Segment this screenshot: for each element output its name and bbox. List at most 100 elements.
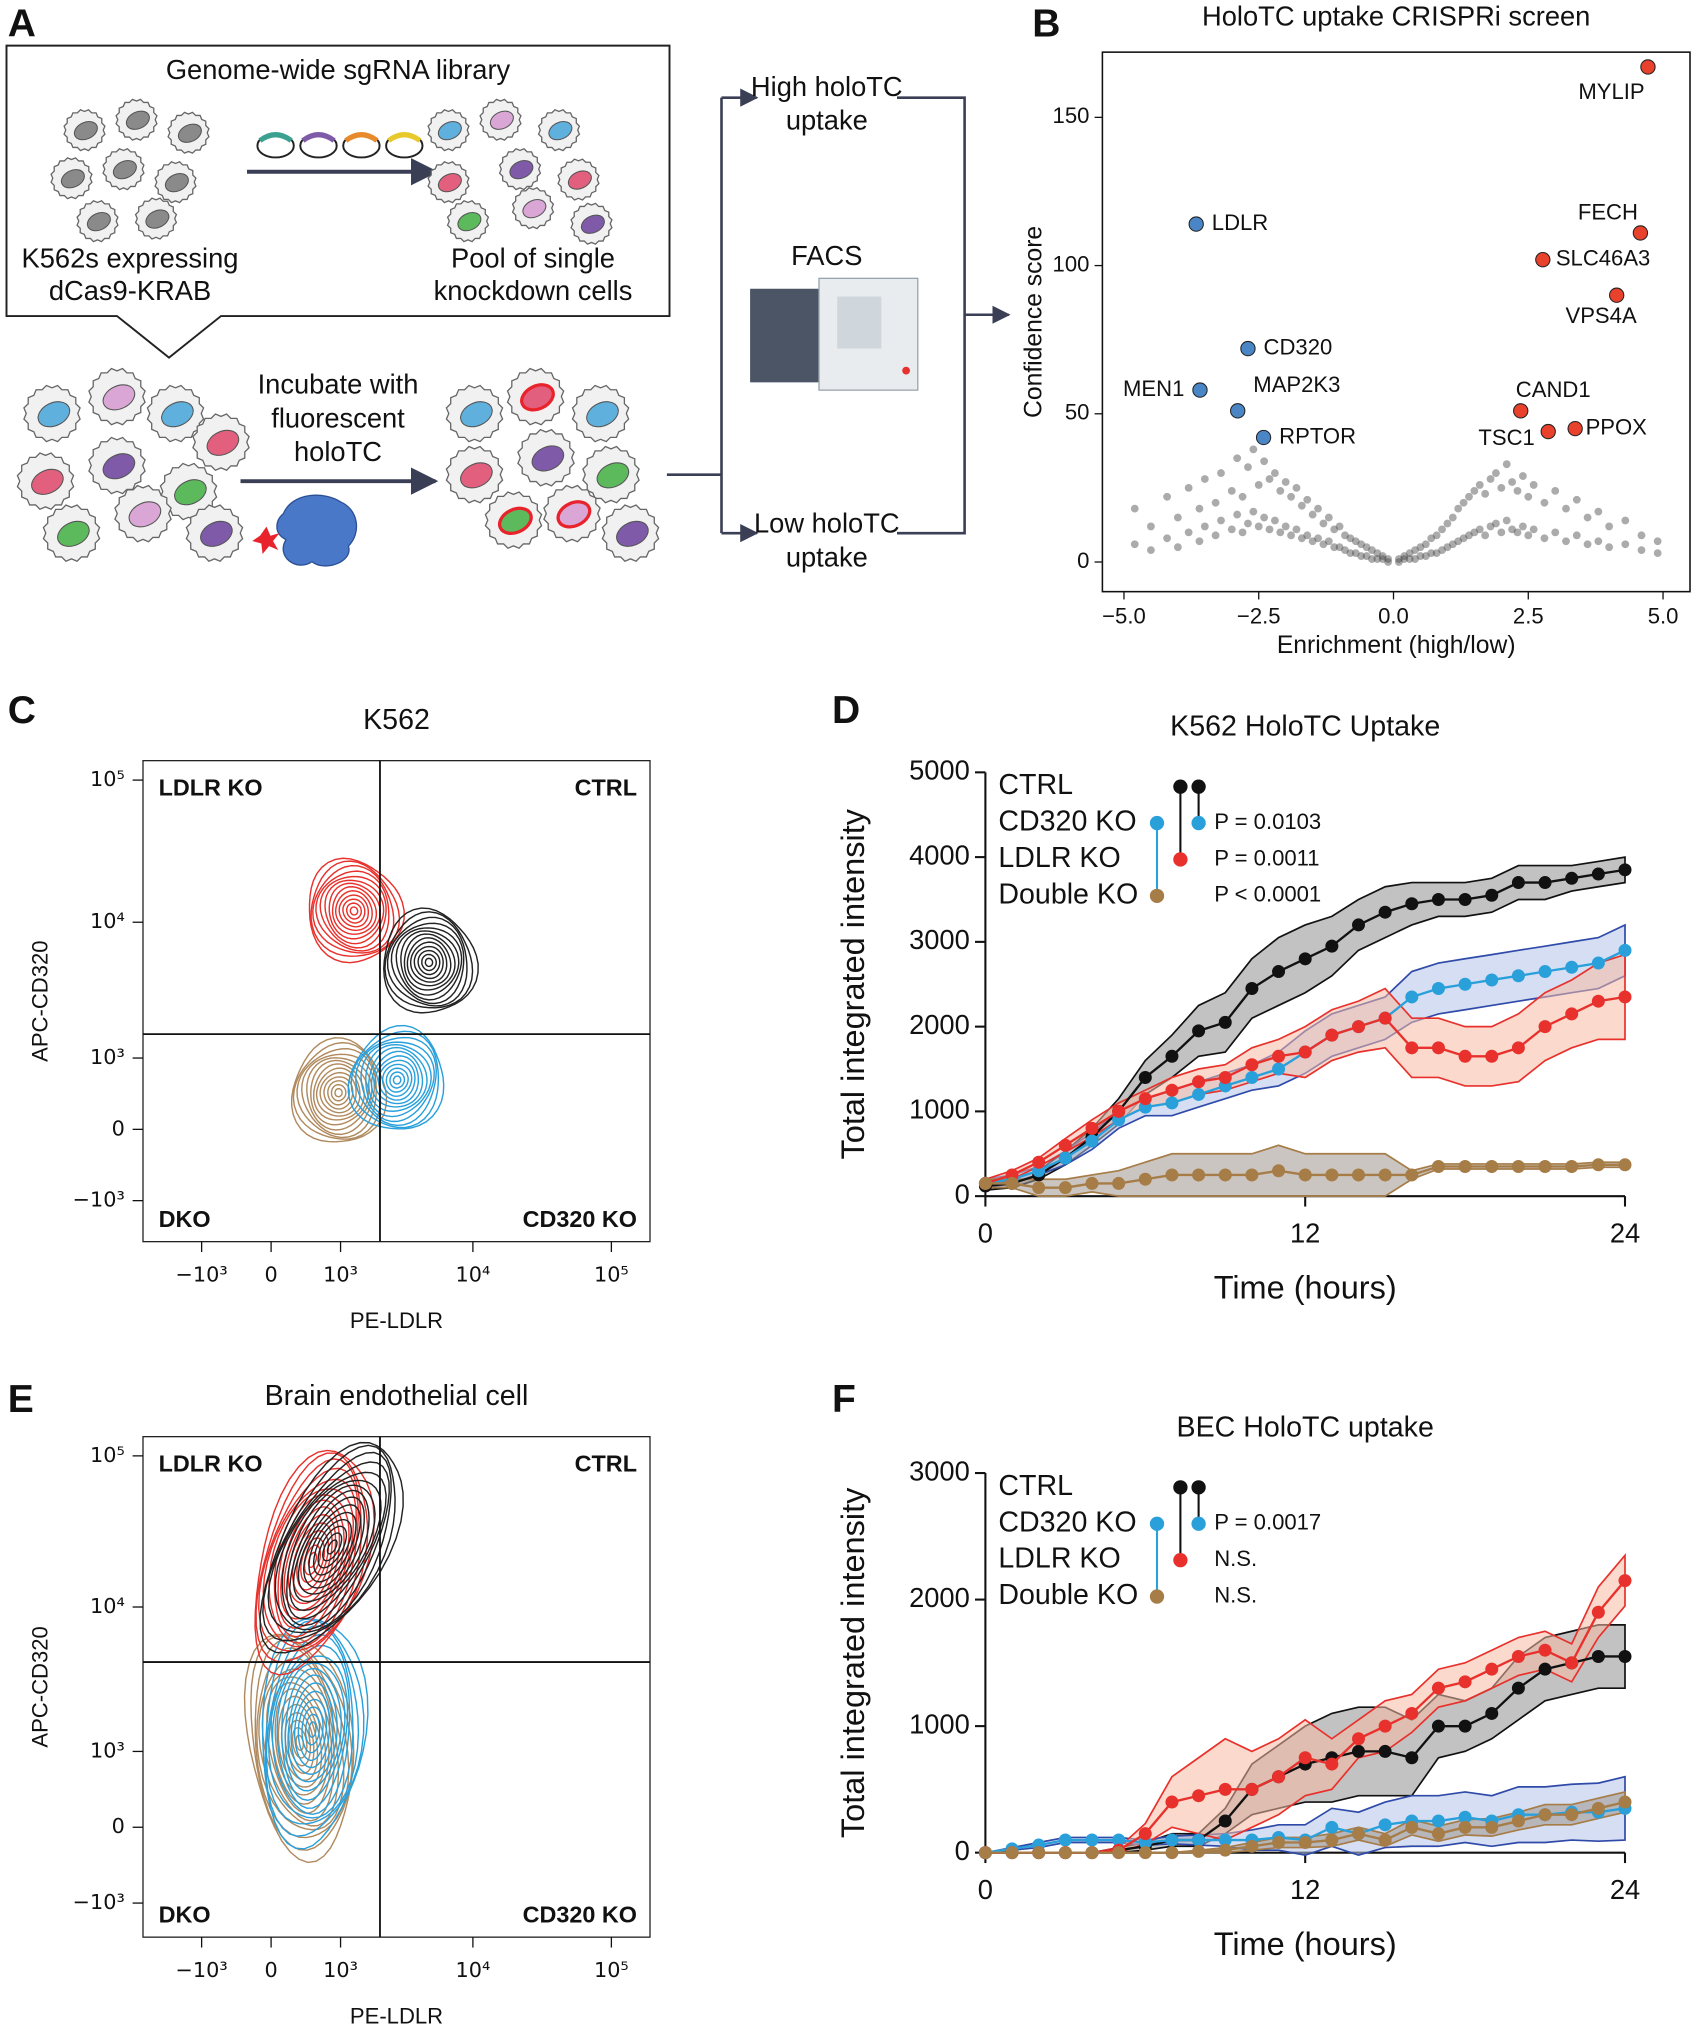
- y-tick-label: 10⁵: [90, 767, 125, 791]
- y-tick-label: 3000: [909, 1455, 970, 1486]
- data-point: [1272, 1049, 1286, 1063]
- data-point: [1192, 1024, 1206, 1038]
- data-point: [1298, 1168, 1312, 1182]
- point: [1394, 555, 1403, 563]
- point: [1303, 531, 1312, 540]
- data-point: [1405, 1168, 1419, 1182]
- comparison-dot: [1191, 779, 1206, 794]
- contour-ring: [370, 1050, 424, 1108]
- data-point: [1591, 1158, 1605, 1172]
- cell: [76, 199, 119, 243]
- point: [1297, 501, 1306, 510]
- point: [1653, 537, 1662, 546]
- cell-nucleus: [86, 212, 111, 232]
- contour-ring: [267, 1633, 354, 1819]
- point: [1335, 543, 1344, 552]
- x-tick-label: 12: [1290, 1217, 1320, 1248]
- point: [1605, 543, 1614, 552]
- cell: [146, 384, 205, 443]
- cell: [484, 491, 543, 549]
- point: [1368, 555, 1376, 563]
- cell-nucleus: [128, 501, 162, 528]
- point: [1330, 543, 1339, 552]
- cell-nucleus: [164, 173, 189, 193]
- data-point: [1431, 892, 1445, 906]
- cell-nucleus: [460, 462, 493, 489]
- comparison-dot: [1173, 1480, 1188, 1495]
- cell-nucleus: [112, 160, 137, 180]
- contour-ring: [322, 1532, 343, 1562]
- contour-ring: [261, 1618, 369, 1850]
- contour-ring: [259, 1441, 404, 1654]
- contour-ring: [365, 1043, 432, 1118]
- point-label: CAND1: [1516, 377, 1591, 402]
- data-point: [1591, 1650, 1605, 1664]
- quadrant-label: DKO: [159, 1902, 211, 1928]
- point: [1130, 504, 1139, 513]
- point: [1465, 492, 1473, 501]
- point: [1486, 475, 1495, 483]
- point: [1227, 525, 1236, 534]
- contour-ring: [264, 1619, 365, 1837]
- point: [1303, 495, 1312, 504]
- cell: [42, 504, 101, 562]
- data-point: [1378, 1833, 1392, 1847]
- contour-ring: [281, 1662, 346, 1801]
- data-point: [1165, 1795, 1179, 1809]
- contour-ring: [317, 1525, 348, 1569]
- data-point: [1245, 1839, 1259, 1853]
- cell-nucleus: [489, 110, 514, 130]
- data-point: [1405, 1820, 1419, 1834]
- data-point: [1538, 1808, 1552, 1822]
- contour-ring: [377, 1059, 416, 1101]
- point: [1470, 486, 1479, 495]
- point-label: RPTOR: [1279, 423, 1356, 448]
- data-point: [1485, 1820, 1499, 1834]
- legend-label: LDLR KO: [998, 842, 1120, 874]
- point: [1265, 475, 1274, 483]
- x-tick-label: 10³: [323, 1262, 358, 1286]
- contour-ring: [386, 916, 468, 1007]
- point: [1454, 504, 1463, 513]
- connector: [666, 97, 723, 534]
- comparison-dot: [1191, 815, 1206, 831]
- population-contours: [347, 1024, 445, 1130]
- contour-ring: [417, 949, 441, 976]
- contour-ring: [268, 1478, 358, 1644]
- data-point: [1165, 1833, 1179, 1847]
- point: [1147, 546, 1155, 555]
- x-tick-label: 0: [978, 1217, 993, 1248]
- contour-ring: [400, 930, 460, 996]
- point: [1427, 549, 1436, 558]
- x-tick-label: 0: [264, 1262, 277, 1286]
- point: [1400, 555, 1409, 563]
- contour-ring: [276, 1655, 349, 1809]
- data-point: [1565, 1656, 1579, 1670]
- contour-ring: [281, 1471, 387, 1627]
- cell: [23, 384, 81, 443]
- data-point: [1618, 990, 1632, 1004]
- cell: [511, 186, 555, 230]
- cell-nucleus: [102, 384, 136, 411]
- point-label: VPS4A: [1565, 303, 1636, 328]
- contour-ring: [304, 1713, 321, 1746]
- cell: [192, 413, 250, 471]
- data-point: [1565, 1007, 1579, 1021]
- point-label: CD320: [1264, 334, 1333, 359]
- contour-ring: [255, 1452, 369, 1663]
- population-contours: [243, 1633, 355, 1864]
- diagram-text: Incubate with: [258, 368, 419, 399]
- point: [1529, 525, 1538, 534]
- y-tick-label: 2000: [909, 1582, 970, 1613]
- data-point: [1618, 943, 1632, 957]
- x-axis-label: Time (hours): [1214, 1269, 1397, 1305]
- cell: [601, 504, 660, 562]
- cell: [570, 202, 613, 245]
- quadrant-label: CD320 KO: [523, 1206, 637, 1232]
- point: [1292, 525, 1301, 534]
- data-point: [1245, 1070, 1259, 1084]
- legend-label: Double KO: [998, 1579, 1138, 1611]
- point: [1513, 486, 1522, 495]
- data-point: [1325, 1833, 1339, 1847]
- cell-nucleus: [174, 479, 207, 506]
